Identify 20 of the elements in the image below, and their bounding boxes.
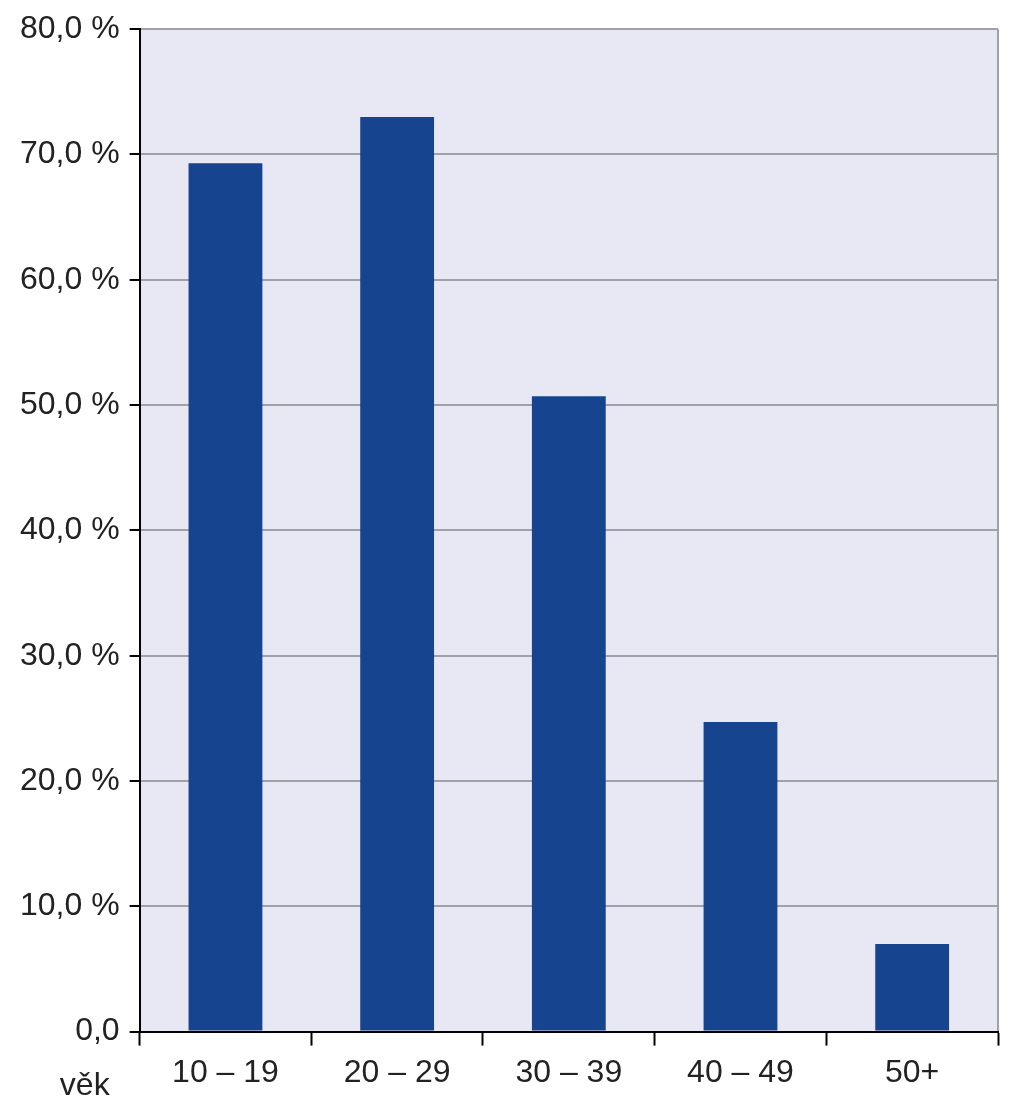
bar (703, 722, 778, 1031)
y-tick-label: 40,0 % (20, 510, 120, 547)
bar (875, 943, 950, 1031)
y-tick-label: 20,0 % (20, 760, 120, 797)
y-tick-label: 30,0 % (20, 635, 120, 672)
y-tick-label: 60,0 % (20, 259, 120, 296)
y-tick-label: 50,0 % (20, 384, 120, 421)
y-tick-label: 0,0 (75, 1011, 120, 1048)
x-tick-label: 10 – 19 (172, 1052, 279, 1089)
x-tick-label: 50+ (885, 1052, 940, 1089)
bar (360, 116, 435, 1031)
bar (188, 163, 263, 1031)
x-tick-label: 30 – 39 (515, 1052, 623, 1089)
y-tick-label: 80,0 % (20, 9, 120, 46)
x-tick-label: 20 – 29 (343, 1052, 451, 1089)
x-axis-title: věk (59, 1066, 111, 1103)
x-tick-label: 40 – 49 (687, 1052, 794, 1089)
y-tick-label: 10,0 % (20, 886, 120, 923)
y-tick-label: 70,0 % (20, 134, 120, 171)
bar (531, 396, 606, 1031)
